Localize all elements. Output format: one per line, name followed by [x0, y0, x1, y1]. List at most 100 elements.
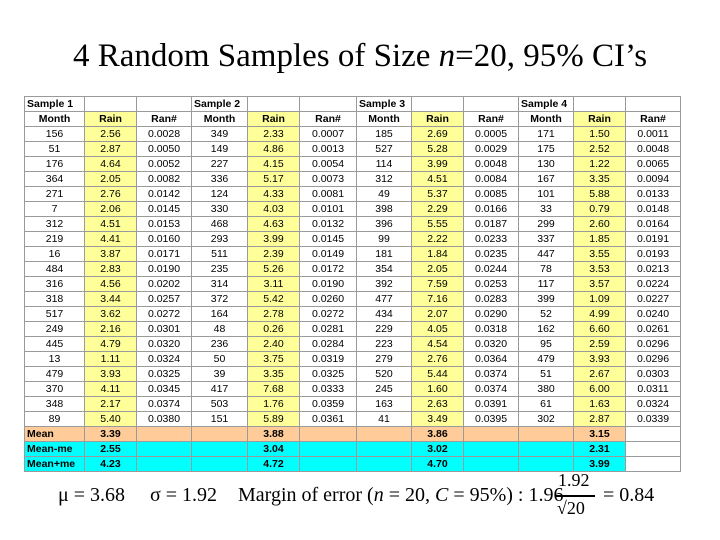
- col-header-month: Month: [191, 111, 248, 127]
- rain-cell: 5.44: [411, 366, 464, 382]
- summary-value: 2.31: [573, 441, 626, 457]
- random-number-cell: 0.0007: [299, 126, 357, 142]
- samples-table-container: Sample 1 Sample 2 Sample 3 Sample 4 Mont…: [24, 96, 681, 472]
- rain-cell: 3.93: [84, 366, 137, 382]
- mean-row: Mean 3.39 3.88 3.86 3.15: [24, 426, 681, 442]
- summary-value: 3.39: [84, 426, 137, 442]
- random-number-cell: 0.0283: [463, 291, 519, 307]
- month-cell: 479: [24, 366, 85, 382]
- summary-value: 3.04: [247, 441, 300, 457]
- random-number-cell: 0.0391: [463, 396, 519, 412]
- summary-label: Mean+me: [24, 456, 85, 472]
- rain-cell: 2.07: [411, 306, 464, 322]
- month-cell: 316: [24, 276, 85, 292]
- month-cell: 364: [24, 171, 85, 187]
- col-header-rain: Rain: [411, 111, 464, 127]
- random-number-cell: 0.0172: [299, 261, 357, 277]
- month-cell: 336: [191, 171, 248, 187]
- sample-header-row: Sample 1 Sample 2 Sample 3 Sample 4: [24, 96, 681, 112]
- table-row: 176 4.64 0.0052 227 4.15 0.0054 114 3.99 0.0048 1…: [24, 156, 681, 172]
- col-header-month: Month: [356, 111, 412, 127]
- rain-cell: 3.93: [573, 351, 626, 367]
- month-cell: 219: [24, 231, 85, 247]
- month-cell: 479: [518, 351, 574, 367]
- rain-cell: 3.35: [573, 171, 626, 187]
- random-number-cell: 0.0202: [136, 276, 192, 292]
- random-number-cell: 0.0339: [625, 411, 681, 427]
- month-cell: 517: [24, 306, 85, 322]
- month-cell: 229: [356, 321, 412, 337]
- month-cell: 293: [191, 231, 248, 247]
- summary-value: 4.70: [411, 456, 464, 472]
- formula-line: μ = 3.68 σ = 1.92 Margin of error (n = 2…: [58, 470, 698, 526]
- random-number-cell: 0.0187: [463, 216, 519, 232]
- random-number-cell: 0.0065: [625, 156, 681, 172]
- rain-cell: 2.76: [411, 351, 464, 367]
- random-number-cell: 0.0318: [463, 321, 519, 337]
- random-number-cell: 0.0296: [625, 351, 681, 367]
- title-suffix: =20, 95% CI’s: [455, 38, 648, 74]
- table-row: 445 4.79 0.0320 236 2.40 0.0284 223 4.54 0.0320 9…: [24, 336, 681, 352]
- random-number-cell: 0.0303: [625, 366, 681, 382]
- month-cell: 447: [518, 246, 574, 262]
- month-cell: 114: [356, 156, 412, 172]
- rain-cell: 2.52: [573, 141, 626, 157]
- table-row: 16 3.87 0.0171 511 2.39 0.0149 181 1.84 0.0235 44…: [24, 246, 681, 262]
- rain-cell: 1.11: [84, 351, 137, 367]
- table-row: 517 3.62 0.0272 164 2.78 0.0272 434 2.07 0.0290 5…: [24, 306, 681, 322]
- month-cell: 171: [518, 126, 574, 142]
- summary-value: 3.99: [573, 456, 626, 472]
- month-cell: 185: [356, 126, 412, 142]
- rain-cell: 1.09: [573, 291, 626, 307]
- month-cell: 330: [191, 201, 248, 217]
- table-row: 484 2.83 0.0190 235 5.26 0.0172 354 2.05 0.0244 7…: [24, 261, 681, 277]
- rain-cell: 6.00: [573, 381, 626, 397]
- rain-cell: 5.55: [411, 216, 464, 232]
- rain-cell: 3.35: [247, 366, 300, 382]
- title-variable: n: [438, 38, 456, 74]
- rain-cell: 4.51: [84, 216, 137, 232]
- month-cell: 99: [356, 231, 412, 247]
- sigma-value: σ = 1.92: [150, 484, 218, 506]
- rain-cell: 1.76: [247, 396, 300, 412]
- month-cell: 49: [356, 186, 412, 202]
- rain-cell: 4.51: [411, 171, 464, 187]
- mean-plus-me-row: Mean+me 4.23 4.72 4.70 3.99: [24, 456, 681, 472]
- rain-cell: 3.57: [573, 276, 626, 292]
- rain-cell: 3.49: [411, 411, 464, 427]
- month-cell: 95: [518, 336, 574, 352]
- table-row: 271 2.76 0.0142 124 4.33 0.0081 49 5.37 0.0085 10…: [24, 186, 681, 202]
- random-number-cell: 0.0193: [625, 246, 681, 262]
- month-cell: 477: [356, 291, 412, 307]
- rain-cell: 2.05: [411, 261, 464, 277]
- month-cell: 349: [191, 126, 248, 142]
- random-number-cell: 0.0311: [625, 381, 681, 397]
- summary-label: Mean: [24, 426, 85, 442]
- table-row: 156 2.56 0.0028 349 2.33 0.0007 185 2.69 0.0005 1…: [24, 126, 681, 142]
- rain-cell: 5.26: [247, 261, 300, 277]
- random-number-cell: 0.0281: [299, 321, 357, 337]
- rain-cell: 3.44: [84, 291, 137, 307]
- rain-cell: 6.60: [573, 321, 626, 337]
- random-number-cell: 0.0011: [625, 126, 681, 142]
- fraction-numerator: 1.92: [558, 470, 590, 490]
- month-cell: 176: [24, 156, 85, 172]
- month-cell: 117: [518, 276, 574, 292]
- month-cell: 89: [24, 411, 85, 427]
- summary-label: Mean-me: [24, 441, 85, 457]
- month-cell: 13: [24, 351, 85, 367]
- month-cell: 527: [356, 141, 412, 157]
- rain-cell: 2.59: [573, 336, 626, 352]
- month-cell: 484: [24, 261, 85, 277]
- month-cell: 337: [518, 231, 574, 247]
- month-cell: 271: [24, 186, 85, 202]
- random-number-cell: 0.0013: [299, 141, 357, 157]
- random-number-cell: 0.0133: [625, 186, 681, 202]
- month-cell: 354: [356, 261, 412, 277]
- random-number-cell: 0.0005: [463, 126, 519, 142]
- month-cell: 235: [191, 261, 248, 277]
- month-cell: 227: [191, 156, 248, 172]
- random-number-cell: 0.0029: [463, 141, 519, 157]
- random-number-cell: 0.0028: [136, 126, 192, 142]
- table-row: 312 4.51 0.0153 468 4.63 0.0132 396 5.55 0.0187 2…: [24, 216, 681, 232]
